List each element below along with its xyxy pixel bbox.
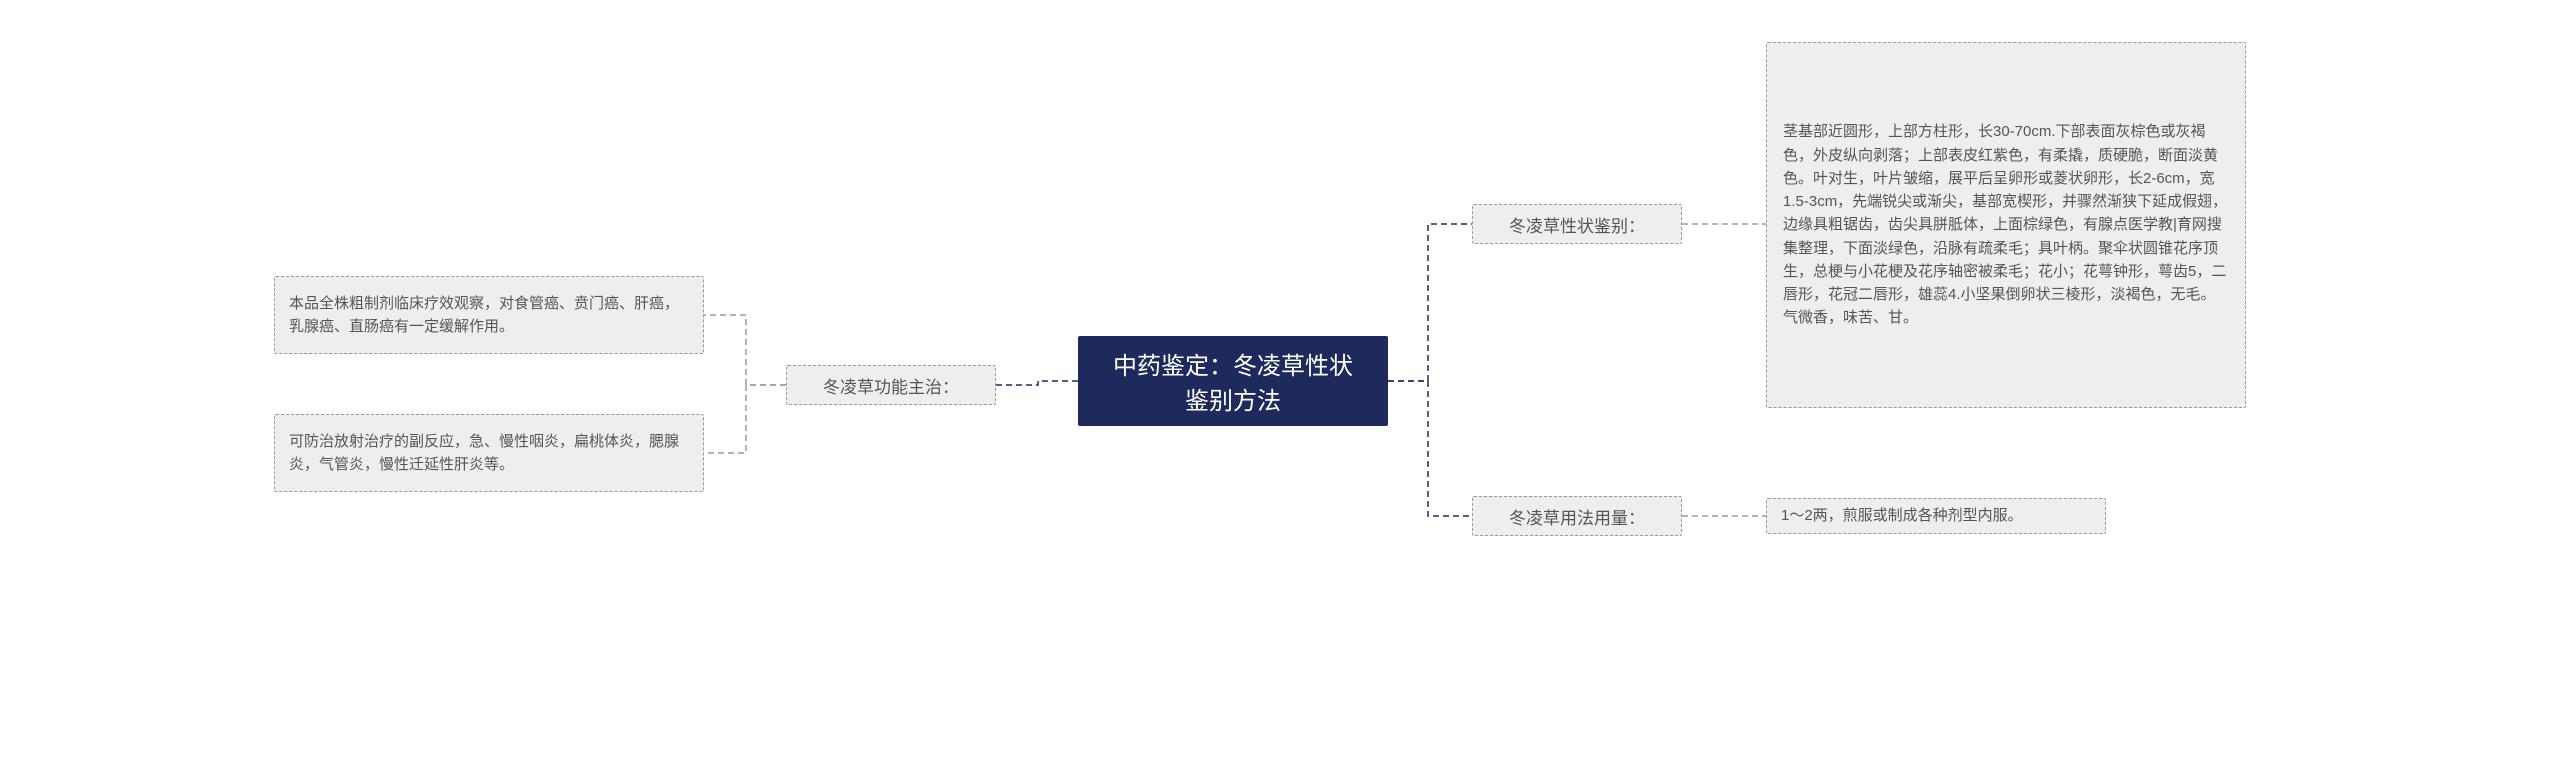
leaf-right-1[interactable]: 1～2两，煎服或制成各种剂型内服。 bbox=[1766, 498, 2106, 534]
leaf-right-0[interactable]: 茎基部近圆形，上部方柱形，长30-70cm.下部表面灰棕色或灰褐色，外皮纵向剥落… bbox=[1766, 42, 2246, 408]
connector bbox=[704, 385, 786, 453]
leaf-right-1-text: 1～2两，煎服或制成各种剂型内服。 bbox=[1781, 504, 2023, 527]
leaf-left-0[interactable]: 本品全株粗制剂临床疗效观察，对食管癌、贲门癌、肝癌，乳腺癌、直肠癌有一定缓解作用… bbox=[274, 276, 704, 354]
leaf-right-0-text: 茎基部近圆形，上部方柱形，长30-70cm.下部表面灰棕色或灰褐色，外皮纵向剥落… bbox=[1783, 120, 2229, 329]
branch-right-1-label: 冬凌草用法用量： bbox=[1509, 504, 1645, 529]
branch-right-0-label: 冬凌草性状鉴别： bbox=[1509, 212, 1645, 237]
branch-right-0[interactable]: 冬凌草性状鉴别： bbox=[1472, 204, 1682, 244]
root-label: 中药鉴定：冬凌草性状鉴别方法 bbox=[1102, 346, 1364, 416]
leaf-left-1-text: 可防治放射治疗的副反应，急、慢性咽炎，扁桃体炎，腮腺炎，气管炎，慢性迁延性肝炎等… bbox=[289, 430, 689, 477]
leaf-left-1[interactable]: 可防治放射治疗的副反应，急、慢性咽炎，扁桃体炎，腮腺炎，气管炎，慢性迁延性肝炎等… bbox=[274, 414, 704, 492]
connector bbox=[704, 315, 786, 385]
root-node[interactable]: 中药鉴定：冬凌草性状鉴别方法 bbox=[1078, 336, 1388, 426]
branch-left-label: 冬凌草功能主治： bbox=[823, 373, 959, 398]
connector bbox=[1388, 381, 1472, 516]
leaf-left-0-text: 本品全株粗制剂临床疗效观察，对食管癌、贲门癌、肝癌，乳腺癌、直肠癌有一定缓解作用… bbox=[289, 292, 689, 339]
branch-left[interactable]: 冬凌草功能主治： bbox=[786, 365, 996, 405]
connector bbox=[996, 381, 1078, 385]
branch-right-1[interactable]: 冬凌草用法用量： bbox=[1472, 496, 1682, 536]
connector bbox=[1388, 224, 1472, 381]
